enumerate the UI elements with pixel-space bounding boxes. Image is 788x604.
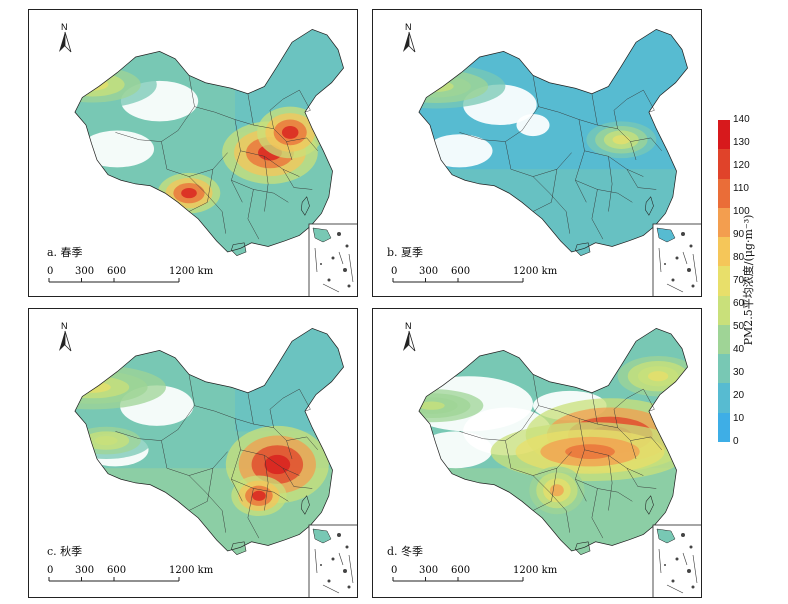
- legend-swatch: [718, 207, 730, 238]
- legend-tick-label: 90: [733, 229, 745, 240]
- scale-label: 1200 km: [513, 266, 558, 277]
- svg-text:N: N: [61, 321, 68, 331]
- legend-swatch: [718, 120, 730, 150]
- legend-tick-label: 20: [733, 390, 745, 401]
- scale-label: 1200 km: [169, 565, 214, 576]
- panel-label: b. 夏季: [387, 246, 424, 259]
- north-arrow-icon: N: [59, 22, 72, 53]
- map-panel-spring: N 0 300 600 1200 km a. 春季: [28, 9, 358, 297]
- map-panel-winter: N 0 300 600 1200 km d. 冬季: [372, 308, 702, 598]
- legend-tick-label: 110: [733, 183, 749, 194]
- legend-tick-label: 130: [733, 137, 750, 148]
- legend-tick-label: 140: [733, 114, 750, 125]
- scale-label: 1200 km: [513, 565, 558, 576]
- scale-bar: 0 300 600 1200 km: [47, 266, 214, 283]
- scale-label: 0: [391, 266, 397, 277]
- legend-tick-label: 50: [733, 321, 745, 332]
- panel-label: c. 秋季: [47, 545, 83, 558]
- scale-label: 0: [391, 565, 397, 576]
- scale-bar: 0 300 600 1200 km: [391, 565, 558, 582]
- scale-label: 600: [107, 565, 126, 576]
- legend-swatch: [718, 178, 730, 208]
- south-china-sea-inset: [308, 524, 357, 597]
- china-map-summer: N 0 300 600 1200 km: [391, 22, 701, 296]
- south-china-sea-inset: [308, 223, 357, 296]
- north-arrow-icon: N: [403, 22, 416, 53]
- north-arrow-icon: N: [403, 321, 416, 352]
- panel-label: a. 春季: [47, 246, 83, 259]
- map-panel-autumn: N 0 300 600 1200 km c. 秋季: [28, 308, 358, 598]
- svg-text:N: N: [61, 22, 68, 32]
- scale-label: 300: [419, 565, 438, 576]
- legend-swatch: [718, 324, 730, 355]
- legend-tick-label: 60: [733, 298, 745, 309]
- legend-tick-label: 30: [733, 367, 745, 378]
- legend-swatch: [718, 412, 730, 442]
- scale-label: 600: [107, 266, 126, 277]
- svg-text:N: N: [405, 22, 412, 32]
- legend-swatch: [718, 383, 730, 413]
- china-map-winter: N 0 300 600 1200 km: [391, 321, 701, 597]
- scale-label: 0: [47, 266, 53, 277]
- legend-swatch: [718, 354, 730, 384]
- legend-tick-label: 40: [733, 344, 745, 355]
- map-panel-summer: N 0 300 600 1200 km b. 夏季: [372, 9, 702, 297]
- china-map-spring: N 0 300 600 1200 km: [47, 22, 357, 296]
- scale-bar: 0 300 600 1200 km: [47, 565, 214, 582]
- legend-title: PM2.5平均浓度/(μg·m⁻³): [742, 214, 755, 346]
- svg-text:N: N: [405, 321, 412, 331]
- legend-tick-label: 10: [733, 413, 745, 424]
- scale-label: 300: [75, 565, 94, 576]
- scale-label: 600: [451, 266, 470, 277]
- legend-swatch: [718, 237, 730, 267]
- legend-swatch: [718, 266, 730, 296]
- panel-label: d. 冬季: [387, 545, 424, 558]
- south-china-sea-inset: [652, 223, 701, 296]
- north-arrow-icon: N: [59, 321, 72, 352]
- legend-tick-label: 0: [733, 436, 739, 447]
- south-china-sea-inset: [652, 524, 701, 597]
- scale-label: 1200 km: [169, 266, 214, 277]
- color-legend-bar: [718, 120, 730, 442]
- legend-tick-label: 70: [733, 275, 745, 286]
- legend-tick-label: 100: [733, 206, 750, 217]
- scale-bar: 0 300 600 1200 km: [391, 266, 558, 283]
- scale-label: 300: [419, 266, 438, 277]
- scale-label: 600: [451, 565, 470, 576]
- legend-tick-label: 80: [733, 252, 745, 263]
- scale-label: 0: [47, 565, 53, 576]
- legend-tick-label: 120: [733, 160, 750, 171]
- legend-swatch: [718, 149, 730, 179]
- legend-swatch: [718, 295, 730, 325]
- china-map-autumn: N 0 300 600 1200 km: [47, 321, 357, 597]
- scale-label: 300: [75, 266, 94, 277]
